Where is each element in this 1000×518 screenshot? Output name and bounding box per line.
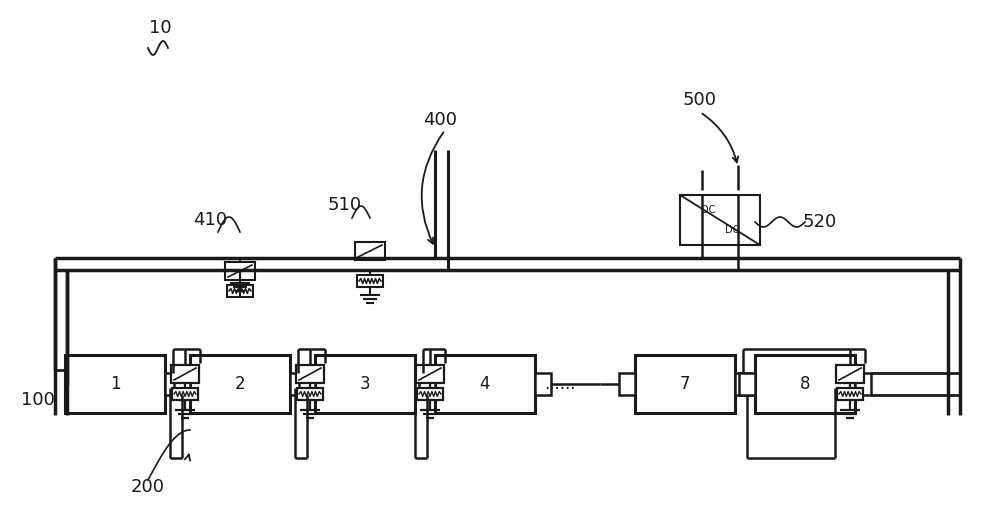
Bar bbox=[417, 388, 443, 400]
Text: 3: 3 bbox=[360, 375, 370, 393]
Text: 520: 520 bbox=[803, 213, 837, 231]
Bar bbox=[535, 373, 551, 395]
Bar bbox=[415, 373, 431, 395]
Text: 500: 500 bbox=[683, 91, 717, 109]
Text: 100: 100 bbox=[21, 391, 55, 409]
Bar bbox=[837, 388, 863, 400]
Text: 2: 2 bbox=[235, 375, 245, 393]
Bar bbox=[855, 373, 871, 395]
Bar bbox=[435, 355, 535, 413]
Text: 510: 510 bbox=[328, 196, 362, 214]
Text: DC: DC bbox=[701, 205, 715, 215]
Bar bbox=[416, 365, 444, 383]
Bar bbox=[635, 355, 735, 413]
Bar bbox=[739, 373, 755, 395]
Bar bbox=[171, 365, 199, 383]
Bar bbox=[65, 355, 165, 413]
Bar bbox=[755, 355, 855, 413]
Bar bbox=[296, 365, 324, 383]
Bar bbox=[419, 373, 435, 395]
Bar bbox=[225, 262, 255, 280]
Bar bbox=[290, 373, 306, 395]
Bar bbox=[174, 373, 190, 395]
Bar bbox=[190, 355, 290, 413]
Bar bbox=[357, 275, 383, 287]
Bar bbox=[315, 355, 415, 413]
Text: 7: 7 bbox=[680, 375, 690, 393]
Text: 10: 10 bbox=[149, 19, 171, 37]
Bar bbox=[165, 373, 181, 395]
Text: 400: 400 bbox=[423, 111, 457, 129]
Text: 410: 410 bbox=[193, 211, 227, 229]
Text: 8: 8 bbox=[800, 375, 810, 393]
Text: 1: 1 bbox=[110, 375, 120, 393]
Bar bbox=[680, 195, 760, 245]
Bar bbox=[355, 242, 385, 260]
Bar bbox=[619, 373, 635, 395]
Bar bbox=[836, 365, 864, 383]
Bar bbox=[172, 388, 198, 400]
Text: ......: ...... bbox=[544, 375, 576, 393]
Text: DC: DC bbox=[725, 225, 739, 235]
Text: 4: 4 bbox=[480, 375, 490, 393]
Bar bbox=[299, 373, 315, 395]
Bar bbox=[297, 388, 323, 400]
Bar bbox=[227, 285, 253, 297]
Text: 200: 200 bbox=[131, 478, 165, 496]
Bar bbox=[735, 373, 751, 395]
